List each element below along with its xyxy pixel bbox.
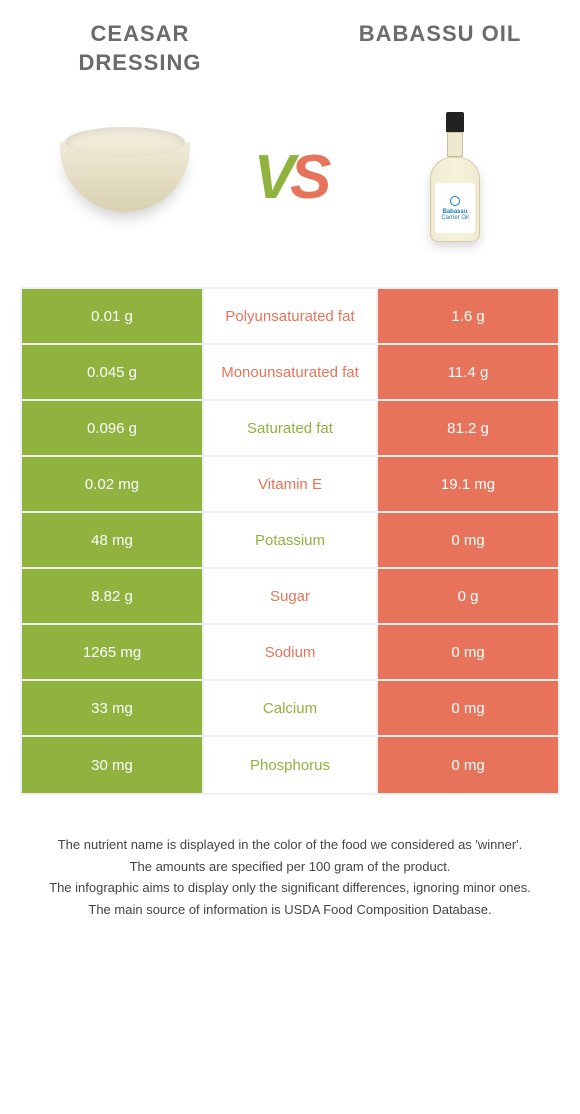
nutrient-name: Phosphorus xyxy=(204,737,376,793)
images-row: V S Babassu Carrier Oil xyxy=(0,87,580,287)
nutrient-name: Sugar xyxy=(204,569,376,623)
left-value: 8.82 g xyxy=(22,569,204,623)
footer-line: The amounts are specified per 100 gram o… xyxy=(20,857,560,877)
table-row: 0.01 gPolyunsaturated fat1.6 g xyxy=(22,289,558,345)
table-row: 1265 mgSodium0 mg xyxy=(22,625,558,681)
table-row: 0.02 mgVitamin E19.1 mg xyxy=(22,457,558,513)
footer-line: The nutrient name is displayed in the co… xyxy=(20,835,560,855)
left-value: 1265 mg xyxy=(22,625,204,679)
left-value: 0.02 mg xyxy=(22,457,204,511)
left-value: 0.096 g xyxy=(22,401,204,455)
right-value: 1.6 g xyxy=(376,289,558,343)
right-value: 0 mg xyxy=(376,681,558,735)
table-row: 33 mgCalcium0 mg xyxy=(22,681,558,737)
footer-text: The nutrient name is displayed in the co… xyxy=(0,795,580,941)
bowl-icon xyxy=(60,142,190,212)
left-value: 30 mg xyxy=(22,737,204,793)
vs-s: S xyxy=(290,142,326,213)
left-product-image xyxy=(45,102,205,252)
nutrient-name: Saturated fat xyxy=(204,401,376,455)
right-value: 0 mg xyxy=(376,625,558,679)
table-row: 0.096 gSaturated fat81.2 g xyxy=(22,401,558,457)
right-value: 0 mg xyxy=(376,513,558,567)
nutrient-name: Monounsaturated fat xyxy=(204,345,376,399)
right-product-title: Babassu oil xyxy=(340,20,540,77)
right-value: 19.1 mg xyxy=(376,457,558,511)
right-value: 11.4 g xyxy=(376,345,558,399)
table-row: 0.045 gMonounsaturated fat11.4 g xyxy=(22,345,558,401)
footer-line: The main source of information is USDA F… xyxy=(20,900,560,920)
nutrient-name: Calcium xyxy=(204,681,376,735)
comparison-table: 0.01 gPolyunsaturated fat1.6 g0.045 gMon… xyxy=(20,287,560,795)
nutrient-name: Polyunsaturated fat xyxy=(204,289,376,343)
left-value: 0.045 g xyxy=(22,345,204,399)
table-row: 48 mgPotassium0 mg xyxy=(22,513,558,569)
right-value: 0 g xyxy=(376,569,558,623)
bottle-label-bottom: Carrier Oil xyxy=(441,215,468,221)
left-product-title: Ceasar dressing xyxy=(40,20,240,77)
footer-line: The infographic aims to display only the… xyxy=(20,878,560,898)
vs-v: V xyxy=(254,142,290,213)
nutrient-name: Vitamin E xyxy=(204,457,376,511)
left-value: 48 mg xyxy=(22,513,204,567)
right-product-image: Babassu Carrier Oil xyxy=(375,102,535,252)
bottle-icon: Babassu Carrier Oil xyxy=(430,112,480,242)
table-row: 30 mgPhosphorus0 mg xyxy=(22,737,558,793)
right-value: 0 mg xyxy=(376,737,558,793)
nutrient-name: Potassium xyxy=(204,513,376,567)
left-value: 0.01 g xyxy=(22,289,204,343)
table-row: 8.82 gSugar0 g xyxy=(22,569,558,625)
right-value: 81.2 g xyxy=(376,401,558,455)
left-value: 33 mg xyxy=(22,681,204,735)
vs-text: V S xyxy=(254,142,327,213)
header: Ceasar dressing Babassu oil xyxy=(0,0,580,87)
nutrient-name: Sodium xyxy=(204,625,376,679)
